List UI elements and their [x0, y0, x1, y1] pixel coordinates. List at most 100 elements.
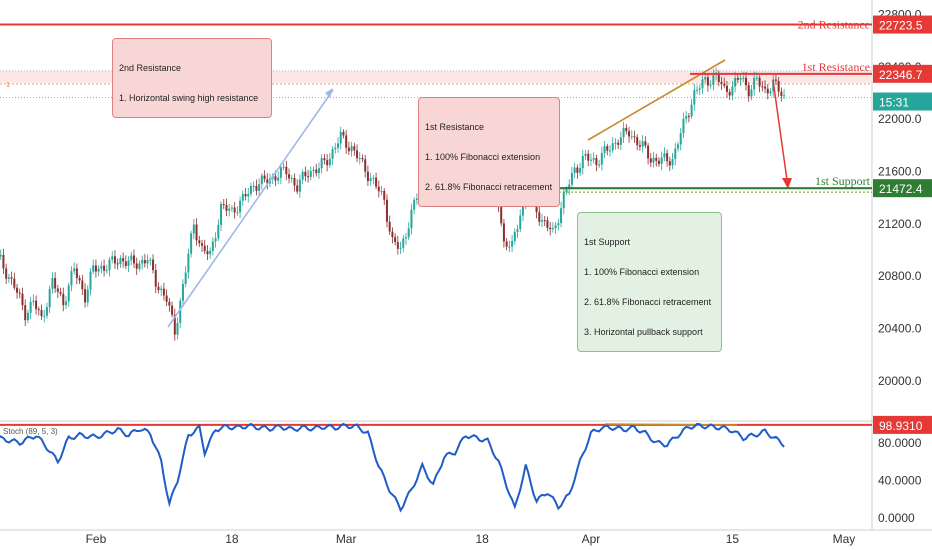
candle-body [731, 86, 734, 96]
candle-body [614, 142, 617, 144]
candle-body [165, 295, 168, 302]
candle-body [345, 135, 348, 148]
candle-body [557, 223, 560, 226]
candle-body [239, 200, 242, 213]
candle-body [24, 305, 27, 321]
candle-body [739, 78, 742, 80]
candle-body [296, 185, 299, 192]
candle-body [141, 260, 144, 264]
candle-body [116, 263, 119, 265]
stoch-level-tag-label: 98.9310 [879, 419, 923, 433]
candle-body [290, 178, 293, 180]
candle-body [407, 228, 410, 238]
candle-body [364, 159, 367, 172]
candle-body [405, 237, 407, 239]
candle-body [677, 144, 679, 149]
candle-body [511, 240, 514, 247]
candle-body [766, 88, 769, 94]
candle-body [394, 237, 397, 243]
candle-body [581, 156, 584, 169]
candle-body [709, 84, 712, 86]
candle-body [562, 192, 565, 209]
candle-body [89, 271, 92, 290]
candle-body [298, 179, 301, 192]
candle-body [630, 136, 633, 138]
note-line: 1st Support [584, 237, 631, 247]
fib-label: 1 [6, 82, 10, 89]
time-tick-label: May [833, 532, 856, 546]
note-line: 2nd Resistance [119, 63, 182, 73]
candle-body [339, 131, 342, 144]
candle-body [37, 309, 40, 311]
candle-body [685, 115, 688, 119]
candle-body [103, 265, 106, 271]
candle-body [565, 188, 568, 193]
note-line: 3. Horizontal pullback support [584, 327, 703, 337]
candle-body [342, 131, 345, 136]
stochastic-pane[interactable]: Stoch (89, 5, 3) 0.0000 40.0000 80.0000 98.9… [0, 415, 932, 525]
candle-body [266, 179, 269, 184]
current-time-tag [873, 92, 932, 111]
price-tick-label: 22000.0 [878, 112, 922, 126]
candle-body [328, 158, 331, 166]
candle-body [70, 271, 73, 286]
candle-body [609, 150, 611, 152]
candle-body [154, 270, 157, 287]
price-tick-label: 20400.0 [878, 321, 922, 335]
candle-body [32, 300, 35, 302]
candle-body [366, 171, 369, 182]
candle-body [350, 146, 353, 152]
price-axis[interactable]: 22800.022400.022000.021600.021200.020800… [873, 8, 932, 388]
candle-body [380, 190, 383, 192]
candle-body [51, 278, 54, 289]
candle-body [543, 220, 546, 222]
candle-body [353, 146, 356, 151]
candle-body [81, 280, 84, 290]
candle-body [135, 263, 138, 269]
candle-body [152, 259, 155, 271]
candle-body [233, 207, 236, 213]
candle-body [309, 171, 312, 177]
candle-body [690, 104, 693, 117]
candle-body [356, 150, 359, 159]
candle-body [668, 161, 671, 166]
candle-body [361, 158, 364, 160]
trend-arrow-line [167, 89, 334, 328]
candle-body [198, 240, 201, 244]
stoch-level-tag [873, 415, 932, 434]
candle-body [573, 167, 576, 174]
time-axis[interactable]: Feb 18 Mar 18 Apr 15 May [86, 532, 856, 546]
candle-body [26, 312, 29, 321]
candle-body [723, 83, 726, 86]
candle-body [655, 157, 658, 161]
candle-body [780, 91, 783, 96]
candle-body [195, 224, 198, 241]
candle-body [712, 75, 715, 85]
candle-body [516, 229, 519, 232]
candle-body [312, 169, 315, 172]
candle-body [122, 258, 125, 262]
candle-body [647, 145, 650, 159]
candle-body [105, 270, 108, 272]
candle-body [2, 254, 5, 269]
candle-body [372, 177, 375, 179]
candle-body [108, 259, 111, 271]
candle-body [742, 77, 745, 79]
candle-body [127, 260, 130, 267]
candle-body [320, 158, 323, 169]
stoch-title: Stoch (89, 5, 3) [3, 427, 58, 436]
candle-body [764, 86, 767, 89]
note-line: 2. 61.8% Fibonacci retracement [425, 182, 553, 192]
candle-body [54, 278, 57, 289]
time-tick-label: 18 [225, 532, 239, 546]
stoch-tick-label: 40.0000 [878, 473, 922, 487]
current-time-tag-label: 15:31 [879, 96, 909, 110]
candle-body [358, 158, 361, 160]
candle-body [584, 153, 587, 157]
candle-body [652, 157, 655, 163]
first-resistance-tag-label: 22346.7 [879, 68, 923, 82]
candle-body [21, 293, 24, 306]
candle-body [16, 287, 19, 293]
candle-body [241, 194, 244, 201]
candle-body [413, 199, 416, 210]
